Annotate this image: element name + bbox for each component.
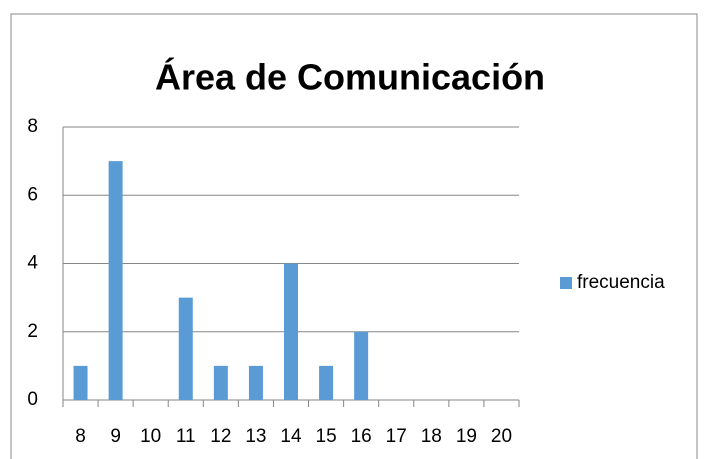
x-tick-label: 14 — [280, 426, 302, 447]
x-tick-label: 15 — [316, 426, 337, 447]
y-tick-label: 4 — [27, 253, 38, 274]
x-tick-label: 18 — [421, 426, 442, 447]
x-tick-label: 17 — [386, 426, 407, 447]
x-tick-label: 12 — [210, 426, 231, 447]
bar — [213, 365, 228, 400]
y-tick-label: 0 — [27, 389, 38, 410]
y-tick-label: 6 — [27, 184, 38, 205]
bar — [319, 365, 334, 400]
bar — [108, 161, 123, 400]
x-tick-label: 11 — [176, 426, 196, 447]
x-tick-label: 13 — [245, 426, 266, 447]
x-tick-label: 20 — [491, 426, 512, 447]
x-tick-label: 19 — [456, 426, 477, 447]
bar — [354, 331, 369, 400]
bar — [178, 297, 193, 400]
legend-label: frecuencia — [577, 272, 665, 293]
bar — [248, 365, 263, 400]
chart-title: Área de Comunicación — [155, 57, 545, 98]
chart-border — [10, 13, 698, 459]
bar — [284, 263, 298, 400]
x-tick-label: 16 — [351, 426, 372, 447]
x-tick-label: 8 — [75, 426, 86, 447]
x-tick-label: 10 — [140, 426, 161, 447]
bar — [73, 365, 88, 400]
legend-swatch — [560, 277, 572, 289]
y-tick-label: 2 — [27, 321, 38, 342]
y-tick-label: 8 — [27, 116, 38, 137]
x-tick-label: 9 — [110, 426, 121, 447]
